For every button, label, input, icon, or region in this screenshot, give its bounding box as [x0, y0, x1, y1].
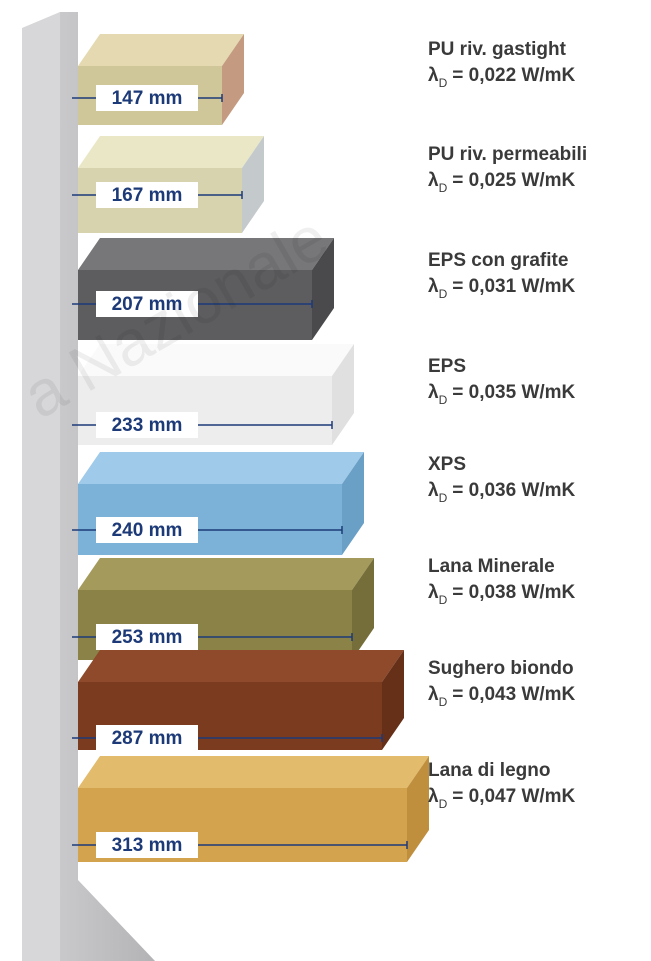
thickness-box — [96, 725, 198, 751]
block-top — [78, 558, 374, 590]
insulation-block: 287 mm — [72, 650, 404, 751]
lambda-symbol: λ — [428, 684, 439, 705]
block-side — [382, 650, 404, 750]
block-top — [78, 452, 364, 484]
insulation-block: 253 mm — [72, 558, 374, 660]
lambda-subscript: D — [439, 287, 448, 301]
lambda-value: λD = 0,031 W/mK — [428, 276, 576, 301]
lambda-symbol: λ — [428, 170, 439, 191]
block-side — [407, 756, 429, 862]
lambda-symbol: λ — [428, 786, 439, 807]
lambda-text: = 0,022 W/mK — [452, 65, 575, 86]
thickness-label: 167 mm — [112, 185, 183, 206]
blocks: 147 mm 167 mm 207 mm 233 mm 240 mm 253 mm 287 … — [72, 34, 429, 862]
insulation-block: 313 mm — [72, 756, 429, 862]
lambda-symbol: λ — [428, 65, 439, 86]
block-side — [342, 452, 364, 555]
lambda-value: λD = 0,035 W/mK — [428, 382, 576, 407]
insulation-block: 240 mm — [72, 452, 364, 555]
thickness-label: 253 mm — [112, 627, 183, 648]
lambda-subscript: D — [439, 491, 448, 505]
thickness-box — [96, 517, 198, 543]
thickness-box — [96, 182, 198, 208]
material-name: Sughero biondo — [428, 658, 574, 679]
block-top — [78, 238, 334, 270]
thickness-label: 240 mm — [112, 520, 183, 541]
thickness-label: 207 mm — [112, 294, 183, 315]
lambda-value: λD = 0,022 W/mK — [428, 65, 576, 90]
lambda-symbol: λ — [428, 480, 439, 501]
insulation-block: 167 mm — [72, 136, 264, 233]
thickness-label: 313 mm — [112, 835, 183, 856]
wall-front — [60, 12, 155, 961]
lambda-subscript: D — [439, 393, 448, 407]
thickness-label: 147 mm — [112, 88, 183, 109]
block-side — [312, 238, 334, 340]
lambda-text: = 0,025 W/mK — [452, 170, 575, 191]
block-side — [332, 344, 354, 445]
thickness-box — [96, 412, 198, 438]
lambda-subscript: D — [439, 593, 448, 607]
material-name: EPS — [428, 356, 466, 377]
block-top — [78, 136, 264, 168]
material-name: PU riv. gastight — [428, 39, 567, 60]
material-name: XPS — [428, 454, 466, 475]
thickness-label: 233 mm — [112, 415, 183, 436]
thickness-box — [96, 624, 198, 650]
lambda-text: = 0,043 W/mK — [452, 684, 575, 705]
insulation-block: 233 mm — [72, 344, 354, 445]
lambda-symbol: λ — [428, 276, 439, 297]
lambda-text: = 0,038 W/mK — [452, 582, 575, 603]
lambda-value: λD = 0,038 W/mK — [428, 582, 576, 607]
thickness-box — [96, 832, 198, 858]
block-top — [78, 34, 244, 66]
block-top — [78, 756, 429, 788]
lambda-text: = 0,047 W/mK — [452, 786, 575, 807]
block-top — [78, 344, 354, 376]
material-name: Lana Minerale — [428, 556, 555, 577]
lambda-text: = 0,031 W/mK — [452, 276, 575, 297]
lambda-value: λD = 0,025 W/mK — [428, 170, 576, 195]
thickness-box — [96, 85, 198, 111]
lambda-subscript: D — [439, 695, 448, 709]
lambda-symbol: λ — [428, 582, 439, 603]
insulation-block: 147 mm — [72, 34, 244, 125]
lambda-text: = 0,036 W/mK — [452, 480, 575, 501]
material-name: EPS con grafite — [428, 250, 568, 271]
thickness-box — [96, 291, 198, 317]
lambda-subscript: D — [439, 797, 448, 811]
lambda-text: = 0,035 W/mK — [452, 382, 575, 403]
material-name: PU riv. permeabili — [428, 144, 587, 165]
material-name: Lana di legno — [428, 760, 550, 781]
lambda-symbol: λ — [428, 382, 439, 403]
lambda-value: λD = 0,047 W/mK — [428, 786, 576, 811]
block-side — [222, 34, 244, 125]
lambda-subscript: D — [439, 181, 448, 195]
block-top — [78, 650, 404, 682]
lambda-subscript: D — [439, 76, 448, 90]
block-side — [242, 136, 264, 233]
thickness-label: 287 mm — [112, 728, 183, 749]
lambda-value: λD = 0,043 W/mK — [428, 684, 576, 709]
wall-side — [22, 12, 60, 961]
insulation-block: 207 mm — [72, 238, 334, 340]
block-side — [352, 558, 374, 660]
lambda-value: λD = 0,036 W/mK — [428, 480, 576, 505]
